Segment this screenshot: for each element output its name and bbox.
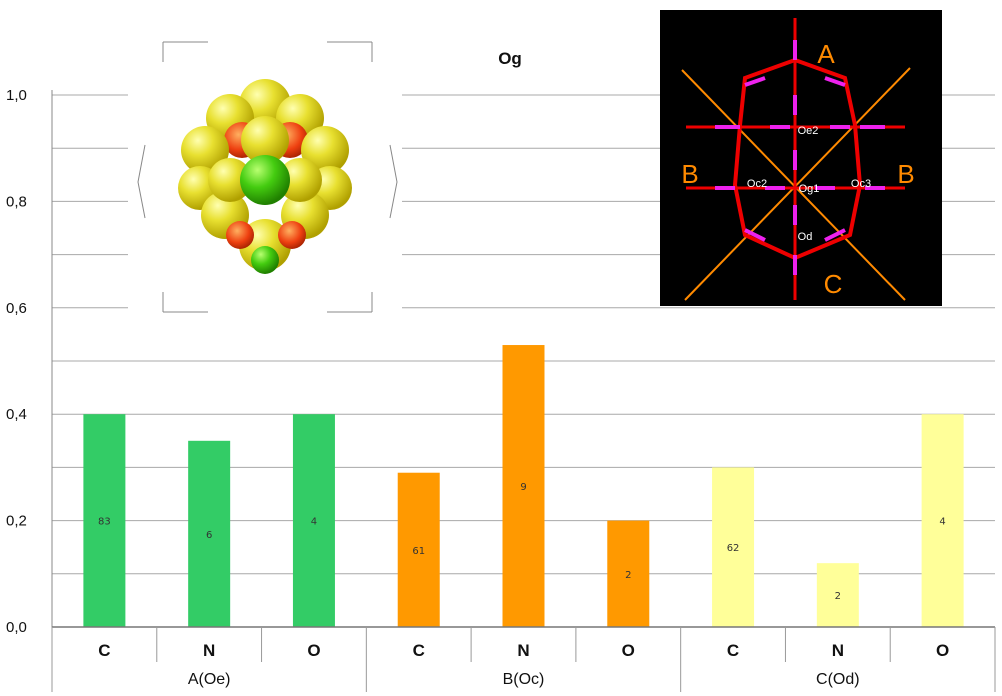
x-category-label: C <box>98 641 110 660</box>
diagram-axis-a: A <box>817 39 835 69</box>
atom-label-oc3: Oc3 <box>851 178 871 190</box>
x-category-label: O <box>307 641 320 660</box>
bar <box>712 467 755 627</box>
x-category-label: N <box>517 641 529 660</box>
x-axis: C N O C N O C N O A(Oe) B(Oc) C(Od) <box>51 90 996 692</box>
bar <box>188 440 231 627</box>
bar-data-label: 61 <box>412 546 425 557</box>
chart-title: Og <box>498 49 522 68</box>
x-group-label: A(Oe) <box>188 671 231 688</box>
bar-data-label: 4 <box>939 517 945 528</box>
diagram-axis-c: C <box>824 269 843 299</box>
y-tick-label: 1,0 <box>6 87 27 104</box>
bar-data-label: 9 <box>520 482 526 493</box>
bar-data-label: 6 <box>206 530 212 541</box>
atom-label-oe2: Oe2 <box>798 125 819 137</box>
y-tick-label: 0,0 <box>6 619 27 636</box>
molecule-model <box>178 79 352 274</box>
bar-series <box>83 345 964 627</box>
y-tick-label: 0,4 <box>6 406 27 423</box>
x-category-label: O <box>936 641 949 660</box>
bar <box>921 414 964 627</box>
bar-data-label: 2 <box>835 591 841 602</box>
bar-data-label: 62 <box>727 543 740 554</box>
atom-label-og1: Og1 <box>799 183 820 195</box>
diagram-axis-b-left: B <box>681 159 698 189</box>
bar-data-label: 4 <box>311 517 317 528</box>
y-tick-label: 0,6 <box>6 300 27 317</box>
atom-label-oc2: Oc2 <box>747 178 767 190</box>
y-axis-ticks: 0,0 0,2 0,4 0,6 0,8 1,0 <box>6 87 27 636</box>
bar <box>292 414 335 627</box>
molecule-inset <box>128 34 402 324</box>
diagram-axis-b-right: B <box>897 159 914 189</box>
data-labels: 83 6 4 61 9 2 62 2 4 <box>98 482 946 602</box>
x-category-label: N <box>832 641 844 660</box>
x-group-label: B(Oc) <box>503 671 545 688</box>
bar-data-label: 2 <box>625 570 631 581</box>
bar <box>502 345 545 627</box>
structure-diagram: Oe2 Oc2 Og1 Oc3 Od A B B C <box>660 10 942 306</box>
bar-data-label: 83 <box>98 517 111 528</box>
x-category-label: C <box>413 641 425 660</box>
x-category-label: N <box>203 641 215 660</box>
y-tick-label: 0,8 <box>6 193 27 210</box>
y-tick-label: 0,2 <box>6 513 27 530</box>
x-group-label: C(Od) <box>816 671 860 688</box>
x-category-label: C <box>727 641 739 660</box>
atom-label-od: Od <box>798 231 813 243</box>
bar <box>83 414 126 627</box>
x-category-label: O <box>622 641 635 660</box>
bar <box>816 563 859 627</box>
bar <box>607 520 650 627</box>
bar <box>397 472 440 627</box>
